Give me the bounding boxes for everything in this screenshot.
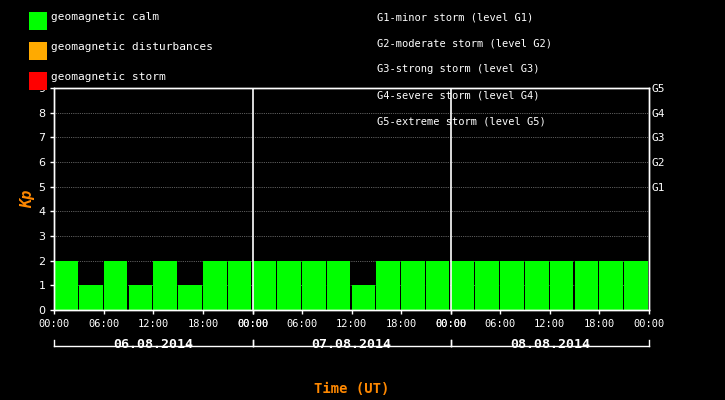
Bar	[500, 261, 523, 310]
Text: geomagnetic storm: geomagnetic storm	[51, 72, 165, 82]
Bar	[476, 261, 499, 310]
Text: Time (UT): Time (UT)	[314, 382, 389, 396]
Text: G1-minor storm (level G1): G1-minor storm (level G1)	[377, 12, 534, 22]
Text: geomagnetic disturbances: geomagnetic disturbances	[51, 42, 212, 52]
Bar	[376, 261, 400, 310]
Bar	[79, 285, 103, 310]
Bar	[252, 261, 276, 310]
Text: G4-severe storm (level G4): G4-severe storm (level G4)	[377, 90, 539, 100]
Bar	[104, 261, 128, 310]
Bar	[574, 261, 598, 310]
Bar	[352, 285, 375, 310]
Bar	[426, 261, 450, 310]
Bar	[550, 261, 573, 310]
Bar	[451, 261, 474, 310]
Text: 08.08.2014: 08.08.2014	[510, 338, 590, 351]
Bar	[600, 261, 623, 310]
Bar	[302, 261, 326, 310]
Bar	[277, 261, 301, 310]
Bar	[525, 261, 549, 310]
Bar	[327, 261, 350, 310]
Bar	[401, 261, 425, 310]
Bar	[228, 261, 252, 310]
Text: 07.08.2014: 07.08.2014	[312, 338, 392, 351]
Bar	[154, 261, 177, 310]
Text: geomagnetic calm: geomagnetic calm	[51, 12, 159, 22]
Text: G3-strong storm (level G3): G3-strong storm (level G3)	[377, 64, 539, 74]
Bar	[624, 261, 647, 310]
Bar	[129, 285, 152, 310]
Y-axis label: Kp: Kp	[20, 190, 36, 208]
Text: G2-moderate storm (level G2): G2-moderate storm (level G2)	[377, 38, 552, 48]
Text: 06.08.2014: 06.08.2014	[113, 338, 194, 351]
Text: G5-extreme storm (level G5): G5-extreme storm (level G5)	[377, 116, 546, 126]
Bar	[178, 285, 202, 310]
Bar	[203, 261, 226, 310]
Bar	[54, 261, 78, 310]
